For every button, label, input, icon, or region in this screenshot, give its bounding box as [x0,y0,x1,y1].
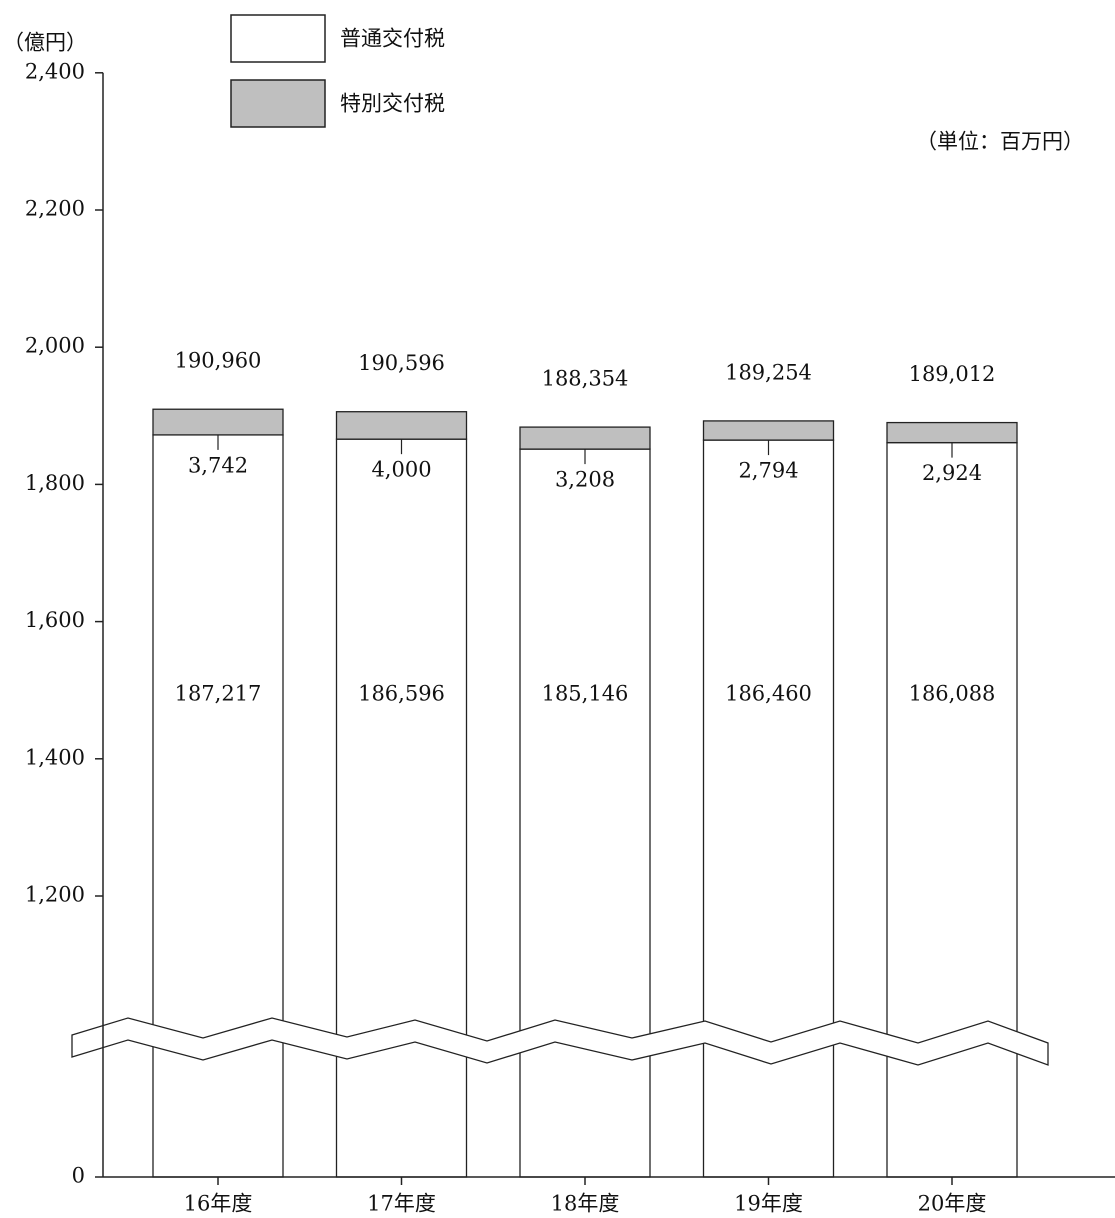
bar-segment [519,426,651,450]
legend-label: 普通交付税 [340,27,445,51]
total-label: 190,960 [175,349,262,373]
total-label: 188,354 [542,367,629,391]
y-tick-label: 2,400 [25,59,85,83]
y-tick-label: 2,200 [25,197,85,221]
legend-swatch [230,79,326,128]
bar-segment [702,420,835,441]
x-tick-label: 17年度 [367,1192,436,1216]
y-tick-label: 1,200 [25,883,85,907]
y-axis-label: （億円） [3,31,87,55]
y-tick-label: 2,000 [25,334,85,358]
bar-segment [335,438,468,1178]
value-label: 2,794 [738,459,798,483]
bar-segment [152,434,284,1178]
y-tick-label: 1,600 [25,608,85,632]
y-tick-label: 1,800 [25,471,85,495]
value-label: 187,217 [175,682,262,706]
unit-note: （単位：百万円） [916,130,1084,154]
bar-segment [886,421,1018,444]
value-label: 185,146 [542,682,629,706]
x-tick-label: 16年度 [184,1192,253,1216]
bar-segment [335,411,468,440]
value-label: 2,924 [922,461,982,485]
break-band [71,1017,1049,1066]
axis-break [71,1017,1049,1066]
total-label: 189,254 [725,360,812,384]
bar-segment [519,448,651,1178]
bar-segment [152,408,284,436]
legend-swatch [230,14,326,63]
y-tick-label: 0 [72,1164,85,1188]
value-label: 186,460 [725,682,812,706]
y-tick-label: 1,400 [25,745,85,769]
value-label: 4,000 [371,458,431,482]
legend-label: 特別交付税 [340,92,445,116]
overlay: 0 1,200 1,400 1,600 1,800 2,000 2,200 2,400 普通交付… [25,14,1115,1216]
value-label: 3,208 [555,468,615,492]
x-tick-label: 19年度 [734,1192,803,1216]
bar-segment [702,439,835,1178]
total-label: 190,596 [358,351,445,375]
value-label: 186,596 [358,682,445,706]
value-label: 186,088 [909,682,996,706]
x-tick-label: 20年度 [918,1192,987,1216]
x-tick-label: 18年度 [551,1192,620,1216]
total-label: 189,012 [909,362,996,386]
value-label: 3,742 [188,453,248,477]
plot [152,408,1018,1178]
bar-segment [886,441,1018,1178]
